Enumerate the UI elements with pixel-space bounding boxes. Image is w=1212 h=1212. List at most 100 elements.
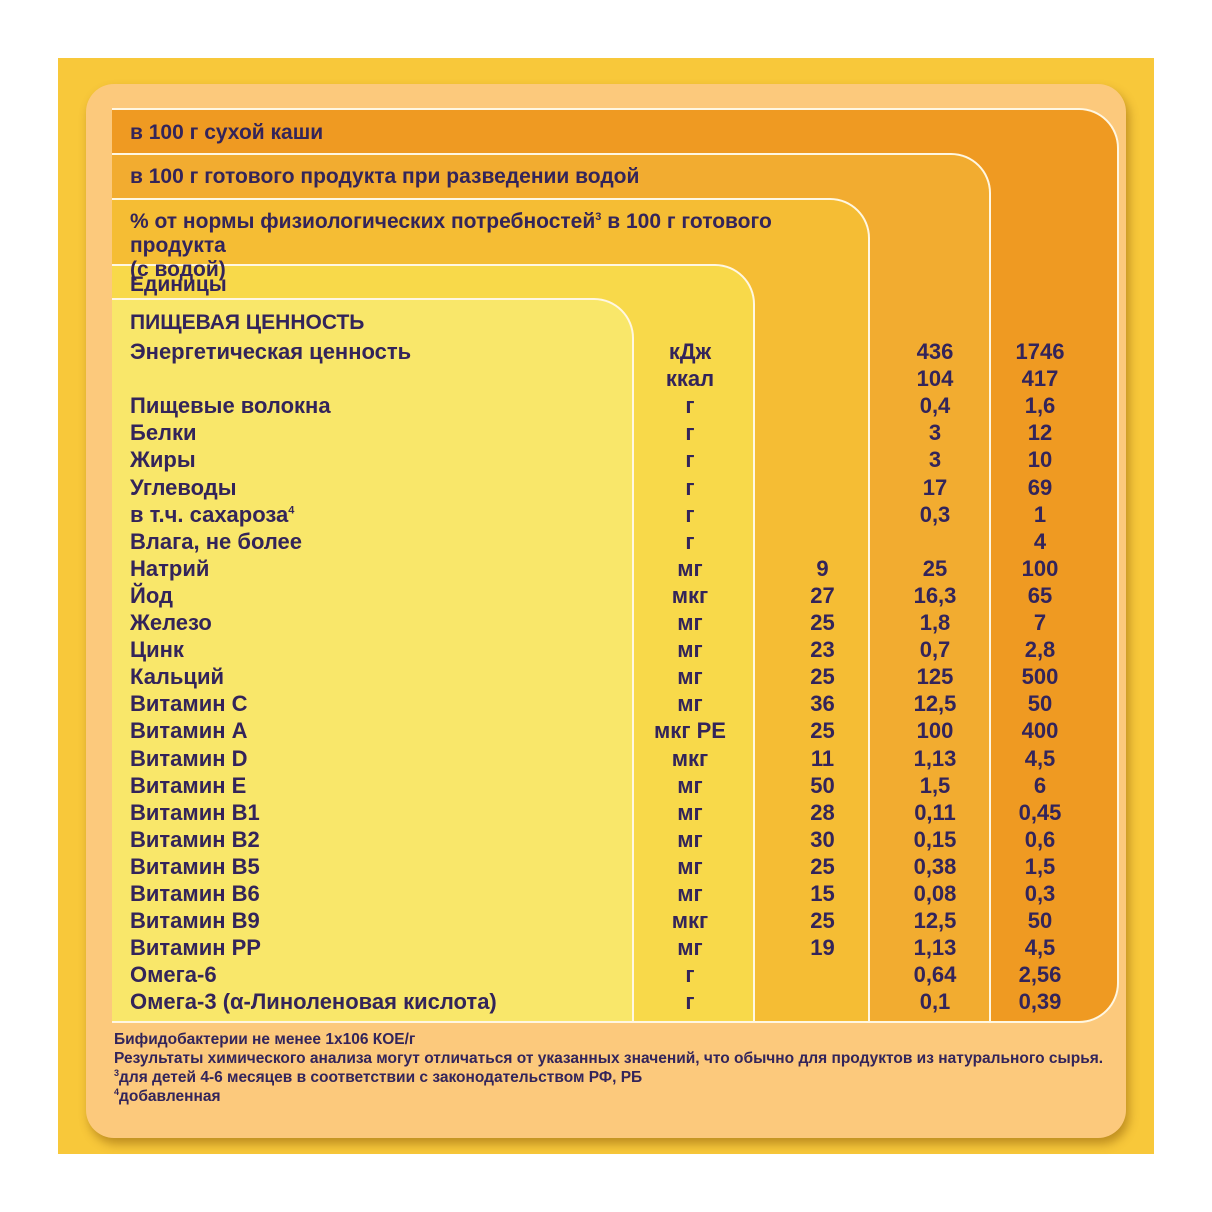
nutrient-name: Энергетическая ценность <box>130 339 412 364</box>
unit-cell: мкг <box>671 908 709 934</box>
percent-cell: 9 <box>816 555 829 581</box>
nutrient-name: Витамин А <box>130 718 248 744</box>
ready-value-cell: 17 <box>922 474 948 500</box>
unit-cell: мг <box>677 799 703 825</box>
table-row: Влага, не более г 4 <box>0 528 1212 555</box>
dry-value-cell: 7 <box>1033 610 1047 635</box>
table-row: Витамин С мг 36 12,5 50 <box>0 690 1212 717</box>
unit-cell: г <box>685 474 695 500</box>
dry-value-cell: 0,45 <box>1018 799 1062 825</box>
nutrient-name: Омега-6 <box>130 962 217 988</box>
dry-value-cell: 0,3 <box>1024 881 1056 906</box>
footnote-bifido: Бифидобактерии не менее 1х106 КОЕ/г <box>114 1031 416 1048</box>
unit-cell: кДж <box>668 339 712 364</box>
nutrient-name: Витамин Е <box>130 772 247 798</box>
dry-value-cell: 1,6 <box>1024 393 1056 419</box>
percent-cell: 30 <box>810 826 835 852</box>
header-dry: в 100 г сухой каши <box>130 121 324 144</box>
nutrient-name: Белки <box>130 420 197 446</box>
table-row: Йод мкг 27 16,3 65 <box>0 582 1212 609</box>
footnote-4-mark: 4 <box>114 1086 120 1097</box>
nutrient-name: Витамин С <box>130 691 248 717</box>
unit-cell: мг <box>677 935 703 961</box>
ready-value-cell: 1,5 <box>919 772 951 798</box>
ready-value-cell: 436 <box>916 339 954 364</box>
table-row: Цинк мг 23 0,7 2,8 <box>0 636 1212 663</box>
nutrient-name: Витамин В2 <box>130 826 260 852</box>
ready-value-cell: 3 <box>928 447 942 473</box>
ready-value-cell: 0,15 <box>913 826 957 852</box>
table-row: Омега-3 (α-Линоленовая кислота) г 0,1 0,39 <box>0 988 1212 1015</box>
footnote-disclaimer: Результаты химического анализа могут отл… <box>114 1050 1104 1067</box>
footnote-3-text: для детей 4-6 месяцев в соответствии с з… <box>119 1069 643 1086</box>
dry-value-cell: 6 <box>1033 772 1047 798</box>
dry-value-cell: 1 <box>1033 501 1047 527</box>
nutrient-name: Кальций <box>130 664 225 690</box>
ready-value-cell: 25 <box>922 555 948 581</box>
unit-cell: г <box>685 962 695 988</box>
nutrient-name: Цинк <box>130 637 184 663</box>
table-row: Витамин В5 мг 25 0,38 1,5 <box>0 853 1212 880</box>
nutrient-name: Омега-3 (α-Линоленовая кислота) <box>130 989 497 1015</box>
unit-cell: мг <box>677 826 703 852</box>
ready-value-cell: 0,08 <box>913 881 957 906</box>
dry-value-cell: 400 <box>1021 718 1059 744</box>
table-row: Витамин А мкг РЕ 25 100 400 <box>0 717 1212 744</box>
header-percent-tail: в 100 г готового продукта <box>130 210 772 257</box>
dry-value-cell: 417 <box>1021 366 1059 392</box>
table-row: Витамин В1 мг 28 0,11 0,45 <box>0 799 1212 826</box>
ready-value-cell: 0,3 <box>919 501 951 527</box>
unit-cell: г <box>685 393 695 419</box>
table-row: Железо мг 25 1,8 7 <box>0 609 1212 636</box>
ready-value-cell: 125 <box>916 664 954 690</box>
nutrient-name: Железо <box>130 610 212 635</box>
percent-cell: 19 <box>810 935 835 961</box>
ready-value-cell: 1,13 <box>913 745 957 771</box>
unit-cell: мг <box>677 853 703 879</box>
unit-cell: мкг РЕ <box>654 718 726 744</box>
percent-cell: 36 <box>810 691 835 717</box>
nutrient-name: Витамин D <box>130 745 248 771</box>
header-percent: % от нормы физиологических потребностей3… <box>130 210 860 282</box>
percent-cell: 25 <box>810 664 835 690</box>
ready-value-cell: 100 <box>916 718 954 744</box>
table-row: Пищевые волокна г 0,4 1,6 <box>0 392 1212 419</box>
unit-cell: г <box>685 501 695 527</box>
percent-cell: 25 <box>810 853 835 879</box>
footnote-3-mark: 3 <box>114 1067 120 1078</box>
percent-cell: 25 <box>810 718 835 744</box>
unit-cell: г <box>685 447 695 473</box>
dry-value-cell: 50 <box>1027 908 1053 934</box>
unit-cell: г <box>685 989 695 1015</box>
percent-cell: 27 <box>810 582 835 608</box>
unit-cell: мг <box>677 610 703 635</box>
footnote-3: 3для детей 4-6 месяцев в соответствии с … <box>114 1067 643 1087</box>
unit-cell: мкг <box>671 745 709 771</box>
ready-value-cell: 1,8 <box>919 610 951 635</box>
nutrient-name: Витамин В1 <box>130 799 260 825</box>
header-percent-line2: (с водой) <box>130 258 226 281</box>
section-title: ПИЩЕВАЯ ЦЕННОСТЬ <box>130 311 365 334</box>
names-column-box <box>112 298 634 1023</box>
table-row: Кальций мг 25 125 500 <box>0 663 1212 690</box>
dry-value-cell: 10 <box>1027 447 1053 473</box>
percent-cell: 23 <box>810 637 835 663</box>
dry-value-cell: 65 <box>1027 582 1053 608</box>
table-row: Витамин D мкг 11 1,13 4,5 <box>0 745 1212 772</box>
dry-value-cell: 500 <box>1021 664 1059 690</box>
ready-value-cell: 0,1 <box>919 989 951 1015</box>
unit-cell: мкг <box>671 582 709 608</box>
dry-value-cell: 0,6 <box>1024 826 1056 852</box>
ready-value-cell: 3 <box>928 420 942 446</box>
header-percent-sup: 3 <box>595 211 602 223</box>
dry-value-cell: 69 <box>1027 474 1053 500</box>
nutrient-name: Витамин В6 <box>130 881 260 906</box>
dry-value-cell: 100 <box>1021 555 1059 581</box>
table-row: Витамин В6 мг 15 0,08 0,3 <box>0 880 1212 907</box>
unit-cell: мг <box>677 555 703 581</box>
table-row: Углеводы г 17 69 <box>0 474 1212 501</box>
ready-value-cell: 16,3 <box>913 582 957 608</box>
nutrient-name: в т.ч. сахароза4 <box>130 501 294 528</box>
percent-cell: 25 <box>810 610 835 635</box>
table-row: Омега-6 г 0,64 2,56 <box>0 961 1212 988</box>
